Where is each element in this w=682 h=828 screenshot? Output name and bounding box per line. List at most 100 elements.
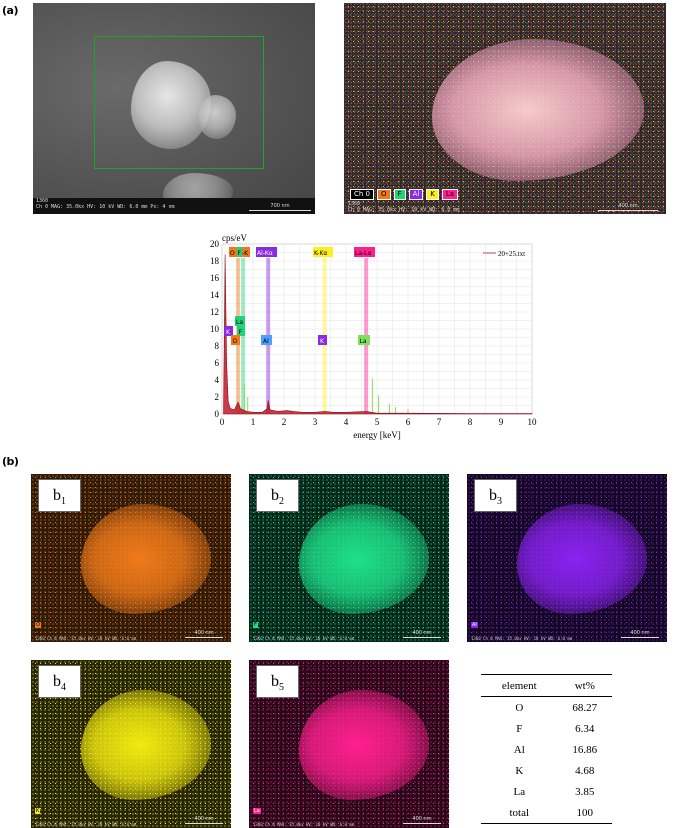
table-row: La 3.85 [481,781,612,802]
table-cell: total [481,802,558,824]
map-element-tag: Al [471,622,478,628]
y-tick-label: 16 [210,273,220,283]
map-info: 1360 Ch 0 MAG: 35.0kx HV: 10 kV WD: 6.0 … [35,636,137,641]
map-scale-label: 400 nm [194,630,214,636]
x-tick-label: 2 [282,417,287,427]
table-cell: 100 [557,802,612,824]
x-tick-label: 8 [468,417,473,427]
map-scale-bar: 400 nm [185,816,223,824]
x-tick-label: 0 [220,417,225,427]
sem-scale-bar: 700 nm [249,203,311,211]
table-row: F 6.34 [481,718,612,739]
y-tick-label: 10 [210,324,220,334]
overlay-particle [432,39,644,181]
top-label-la: La-Lα [355,250,372,257]
map-particle [81,504,211,614]
map-sub-label: b2 [256,479,299,512]
y-tick-label: 14 [210,290,220,300]
x-tick-label: 1 [251,417,256,427]
map-particle [517,504,647,614]
top-label-k-box [242,247,250,257]
table-row: total 100 [481,802,612,824]
table-header-row: element wt% [481,674,612,697]
map-scale-label: 400 nm [630,630,650,636]
legend-chip-o: O [377,189,391,200]
top-label-f-box [237,247,243,257]
top-label-f: F [238,250,242,257]
x-axis-title: energy [keV] [353,430,401,440]
map-scale-bar: 400 nm [403,630,441,638]
element-map-la: b5 La 1360 Ch 0 MAG: 35.0kx HV: 10 kV WD: … [249,660,449,828]
sem-particle [131,61,211,149]
peak-label-k1: K [226,329,231,336]
map-info: 1360 Ch 0 MAG: 35.0kx HV: 10 kV WD: 6.0 … [35,822,137,827]
table-row: O 68.27 [481,697,612,719]
x-tick-label: 7 [437,417,442,427]
top-label-la-box [354,247,375,257]
map-info: 1360 Ch 0 MAG: 35.0kx HV: 10 kV WD: 6.0 … [253,822,355,827]
element-map-k: b4 K 1360 Ch 0 MAG: 35.0kx HV: 10 kV WD: 6… [31,660,231,828]
x-tick-label: 6 [406,417,411,427]
peak-element-labels: K La F O Al K La [224,316,370,345]
table-cell: 68.27 [572,701,598,714]
peak-label-la2: La [360,338,367,345]
x-tick-label: 3 [313,417,318,427]
top-label-o: O [230,250,235,257]
legend-chip-ch0: Ch 0 [350,189,375,200]
composition-table: element wt% O 68.27 F 6.34 Al 16.86 K 4.68 L… [481,674,612,824]
table-header-wt: wt% [557,674,612,697]
sem-info-bar: 1360 Ch 0 MAG: 35.0kx HV: 10 kV WD: 6.0 … [33,198,315,214]
overlay-scale-label: 400 nm [618,203,638,209]
map-scale-label: 400 nm [194,816,214,822]
y-tick-label: 4 [215,375,220,385]
table-row: Al 16.86 [481,739,612,760]
x-tick-label: 9 [499,417,504,427]
sem-particle-fragment [198,95,236,139]
x-tick-label: 5 [375,417,380,427]
peak-label-al: Al [263,338,269,345]
element-map-o: b1 O 1360 Ch 0 MAG: 35.0kx HV: 10 kV WD: 6… [31,474,231,642]
map-sub-label: b5 [256,665,299,698]
overlay-legend: Ch 0 O F Al K La [350,183,461,201]
legend-chip-la: La [441,189,459,200]
peak-label-k2: K [320,338,325,345]
map-info: 1360 Ch 0 MAG: 35.0kx HV: 10 kV WD: 6.0 … [253,636,355,641]
sem-info: Ch 0 MAG: 35.0kx HV: 10 kV WD: 6.0 mm Px… [36,204,175,210]
map-sub-label: b3 [474,479,517,512]
element-map-al: b3 Al 1360 Ch 0 MAG: 35.0kx HV: 10 kV WD: … [467,474,667,642]
y-tick-labels: 0 2 4 6 8 10 12 14 16 18 20 [210,239,220,419]
y-tick-label: 18 [210,256,220,266]
table-cell: 16.86 [572,743,598,756]
table-cell: La [513,785,526,798]
y-tick-label: 8 [215,341,220,351]
y-tick-label: 2 [215,392,220,402]
table-cell: F [516,722,523,735]
table-cell: 3.85 [575,785,595,798]
map-info: 1360 Ch 0 MAG: 35.0kx HV: 10 kV WD: 6.0 … [471,636,573,641]
panel-a-label: (a) [2,4,18,17]
y-axis-title: cps/eV [222,233,247,243]
overlay-scale-bar: 400 nm [598,203,658,211]
table-row: K 4.68 [481,760,612,781]
top-element-labels: O F -K Al-Kα K-Kα La-Lα [229,247,375,257]
y-tick-label: 20 [210,239,220,249]
table-cell: Al [513,743,525,756]
map-scale-label: 400 nm [412,816,432,822]
map-element-tag: K [35,808,41,814]
map-scale-bar: 400 nm [403,816,441,824]
map-element-tag: F [253,622,258,628]
y-tick-label: 6 [215,358,220,368]
top-label-al-box [256,247,277,257]
map-scale-label: 400 nm [412,630,432,636]
map-sub-label: b1 [38,479,81,512]
map-particle [81,690,211,800]
roi-rectangle [94,36,264,169]
legend-chip-f: F [393,189,406,200]
legend-chip-al: Al [408,189,424,200]
peak-label-la1: La [236,319,243,326]
sem-image: 1360 Ch 0 MAG: 35.0kx HV: 10 kV WD: 6.0 … [33,3,315,214]
top-label-al: Al-Kα [257,250,273,257]
map-particle [299,504,429,614]
map-sub-label: b4 [38,665,81,698]
